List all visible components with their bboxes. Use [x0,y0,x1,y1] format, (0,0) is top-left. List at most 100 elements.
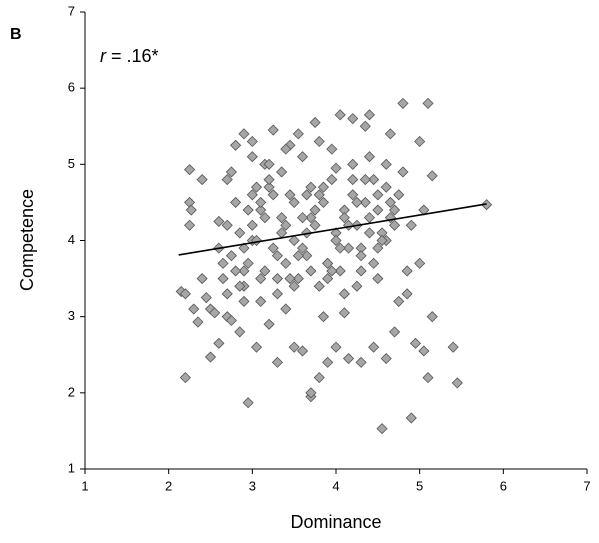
point [305,265,317,277]
point [259,212,271,224]
point [242,397,254,409]
point [393,189,405,201]
y-tick-label: 7 [68,3,75,18]
point [288,280,300,292]
point [255,295,267,307]
point [389,219,401,231]
point [225,166,237,178]
point [234,227,246,239]
point [280,219,292,231]
point [184,219,196,231]
point [347,113,359,125]
point [296,345,309,357]
point [213,215,225,228]
point [309,204,321,216]
point [288,234,300,247]
point [342,242,355,254]
y-tick-label: 1 [68,460,75,475]
point [296,242,309,254]
point [271,273,283,285]
point [317,181,330,193]
point [347,189,359,201]
point [359,196,371,208]
point [184,196,196,208]
point [317,311,330,323]
point [305,212,317,224]
point [451,377,463,389]
point [301,250,313,262]
point [234,326,246,338]
point [242,204,254,216]
x-tick-label: 1 [81,478,88,493]
point [359,120,371,132]
point [263,181,275,193]
point [372,242,384,254]
point [313,135,325,148]
point [405,219,417,231]
point [368,257,380,269]
point [414,257,426,269]
point [409,337,422,349]
point [184,164,196,176]
point [280,257,292,269]
point [342,219,355,231]
point [372,204,384,216]
point [330,162,342,174]
point [363,109,376,121]
point [288,196,300,208]
point [363,151,376,163]
point [280,303,292,315]
point [185,204,197,216]
point [296,151,309,163]
point [221,174,233,186]
point [380,352,392,365]
point [255,196,267,208]
point [338,288,350,300]
point [255,204,267,216]
point [322,356,334,368]
point [418,345,430,357]
point [267,189,279,201]
trend-line [178,203,487,256]
panel-label: B [10,26,22,43]
point [196,174,208,186]
point [305,387,317,399]
point [359,174,371,186]
point [209,307,221,319]
point [230,265,242,277]
point [351,196,363,208]
point [213,337,225,349]
point [250,181,263,193]
point [267,124,279,136]
point [238,242,250,254]
point [363,227,376,239]
point [246,219,258,231]
point [238,295,250,307]
point [271,356,283,368]
point [238,128,250,140]
point [334,265,346,277]
point [292,128,304,140]
point [355,250,367,262]
x-tick-label: 3 [249,478,256,493]
x-tick-label: 4 [332,478,339,493]
point [225,250,237,262]
point [330,234,342,247]
point [363,212,376,224]
point [263,318,275,330]
x-tick-label: 2 [165,478,172,493]
point [426,170,438,182]
annotation: r = .16* [100,46,159,66]
point [301,189,313,201]
point [192,316,204,328]
point [317,196,330,208]
point [263,174,275,186]
point [376,423,388,435]
point [372,189,384,201]
y-tick-label: 4 [68,232,75,247]
point [246,151,258,163]
point [330,341,342,353]
point [347,174,359,186]
point [389,204,401,216]
point [338,212,350,224]
